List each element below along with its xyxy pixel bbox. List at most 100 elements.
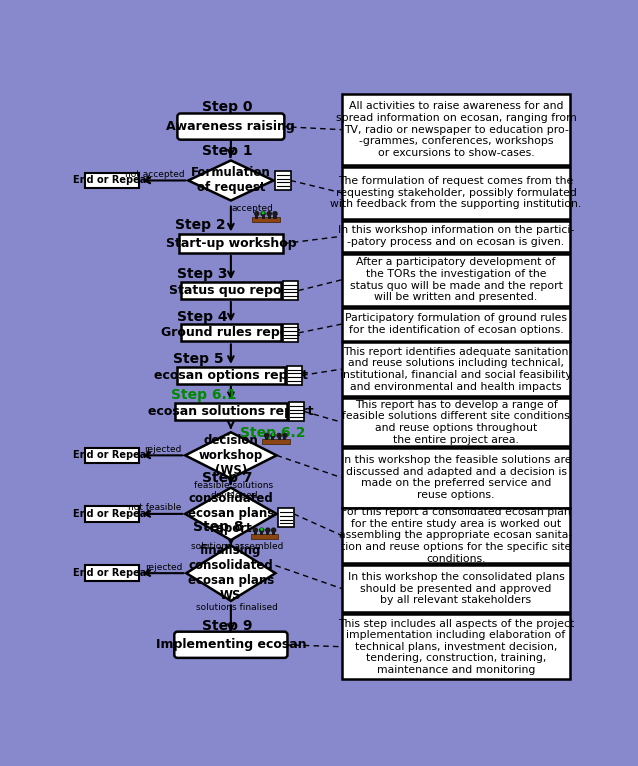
FancyBboxPatch shape [274, 216, 276, 218]
Text: accepted: accepted [231, 204, 273, 213]
Text: ecosan options report: ecosan options report [154, 368, 308, 381]
FancyBboxPatch shape [181, 282, 281, 299]
Circle shape [283, 434, 287, 437]
FancyBboxPatch shape [85, 506, 140, 522]
Circle shape [253, 528, 258, 532]
FancyBboxPatch shape [283, 437, 286, 440]
FancyBboxPatch shape [283, 281, 299, 300]
Text: consolidated
ecosan plans
report: consolidated ecosan plans report [188, 493, 274, 535]
Circle shape [265, 434, 269, 437]
Circle shape [260, 528, 263, 532]
FancyBboxPatch shape [271, 437, 274, 440]
FancyBboxPatch shape [342, 447, 570, 508]
Text: Step 2: Step 2 [175, 218, 225, 232]
FancyBboxPatch shape [251, 534, 278, 538]
Text: Step 9: Step 9 [202, 618, 252, 633]
FancyBboxPatch shape [342, 221, 570, 252]
FancyBboxPatch shape [175, 403, 287, 420]
FancyBboxPatch shape [266, 532, 269, 535]
FancyBboxPatch shape [342, 307, 570, 341]
FancyBboxPatch shape [272, 532, 275, 535]
Text: decision
workshop
(WS): decision workshop (WS) [199, 434, 263, 477]
Text: After a participatory development of
the TORs the investigation of the
status qu: After a participatory development of the… [350, 257, 563, 303]
Text: End or Repeat: End or Repeat [73, 568, 151, 578]
FancyBboxPatch shape [288, 402, 304, 421]
Text: not accepted: not accepted [125, 170, 184, 178]
Text: This report identifies adequate sanitation
and reuse solutions including technic: This report identifies adequate sanitati… [340, 347, 572, 391]
Circle shape [261, 529, 263, 530]
Text: In this workshop the consolidated plans
should be presented and approved
by all : In this workshop the consolidated plans … [348, 572, 565, 605]
FancyBboxPatch shape [85, 565, 140, 581]
FancyBboxPatch shape [85, 447, 140, 463]
Text: Step 8: Step 8 [193, 520, 243, 534]
FancyBboxPatch shape [342, 342, 570, 396]
FancyBboxPatch shape [286, 366, 302, 385]
FancyBboxPatch shape [177, 367, 285, 384]
Text: End or Repeat: End or Repeat [73, 175, 151, 185]
FancyBboxPatch shape [342, 94, 570, 165]
Circle shape [277, 434, 281, 437]
Text: This report has to develop a range of
feasible solutions different site conditio: This report has to develop a range of fe… [342, 400, 570, 444]
Text: Awareness raising: Awareness raising [167, 120, 295, 133]
Text: Step 3: Step 3 [177, 267, 227, 281]
FancyBboxPatch shape [265, 437, 268, 440]
Text: Ground rules report: Ground rules report [161, 326, 300, 339]
Circle shape [266, 528, 270, 532]
Text: Step 4: Step 4 [177, 309, 227, 324]
FancyBboxPatch shape [179, 234, 283, 253]
FancyBboxPatch shape [283, 324, 299, 342]
FancyBboxPatch shape [342, 167, 570, 219]
Text: The formulation of request comes from the
requesting stakeholder, possibly formu: The formulation of request comes from th… [330, 176, 582, 209]
FancyBboxPatch shape [342, 254, 570, 306]
Text: ecosan solutions report: ecosan solutions report [148, 405, 314, 418]
Text: End or Repeat: End or Repeat [73, 450, 151, 460]
Polygon shape [185, 432, 277, 479]
Text: rejected: rejected [145, 562, 182, 571]
Text: Step 6.2: Step 6.2 [240, 426, 306, 440]
Text: Step 6.1: Step 6.1 [171, 388, 236, 402]
Circle shape [272, 528, 276, 532]
Text: Participatory formulation of ground rules
for the identification of ecosan optio: Participatory formulation of ground rule… [345, 313, 567, 335]
FancyBboxPatch shape [268, 216, 271, 218]
Text: End or Repeat: End or Repeat [73, 509, 151, 519]
FancyBboxPatch shape [278, 437, 281, 440]
Circle shape [261, 211, 265, 216]
Text: feasible solutions
developed: feasible solutions developed [195, 481, 274, 500]
FancyBboxPatch shape [262, 439, 290, 444]
FancyBboxPatch shape [177, 113, 285, 139]
Circle shape [255, 211, 259, 216]
FancyBboxPatch shape [342, 508, 570, 563]
Text: Formulation
of request: Formulation of request [191, 166, 271, 195]
Text: Status quo report: Status quo report [168, 284, 293, 297]
Text: Step 7: Step 7 [202, 471, 252, 486]
Text: Start-up workshop: Start-up workshop [166, 237, 296, 250]
FancyBboxPatch shape [262, 216, 265, 218]
Text: Step 1: Step 1 [202, 144, 252, 159]
Text: not feasible: not feasible [128, 503, 181, 512]
Polygon shape [185, 488, 277, 540]
Text: rejected: rejected [144, 445, 181, 453]
Text: solutions finalised: solutions finalised [196, 603, 278, 612]
Text: Step 0: Step 0 [202, 100, 252, 114]
Circle shape [262, 212, 264, 214]
Circle shape [272, 434, 274, 435]
FancyBboxPatch shape [174, 632, 288, 658]
FancyBboxPatch shape [342, 398, 570, 446]
FancyBboxPatch shape [278, 509, 293, 527]
FancyBboxPatch shape [255, 216, 258, 218]
FancyBboxPatch shape [342, 614, 570, 679]
FancyBboxPatch shape [85, 173, 140, 188]
FancyBboxPatch shape [254, 532, 257, 535]
Text: For this report a consolidated ecosan plan
for the entire study area is worked o: For this report a consolidated ecosan pl… [339, 507, 573, 564]
Text: This step includes all aspects of the project
implementation including elaborati: This step includes all aspects of the pr… [338, 618, 574, 675]
Polygon shape [186, 545, 276, 601]
FancyBboxPatch shape [260, 532, 263, 535]
FancyBboxPatch shape [342, 565, 570, 613]
Text: Step 5: Step 5 [173, 352, 223, 366]
Text: Implementing ecosan: Implementing ecosan [156, 638, 306, 651]
Text: All activities to raise awareness for and
spread information on ecosan, ranging : All activities to raise awareness for an… [336, 101, 576, 158]
Circle shape [271, 434, 275, 437]
Text: finalising
consolidated
ecosan plans
WS: finalising consolidated ecosan plans WS [188, 544, 274, 602]
FancyBboxPatch shape [253, 218, 280, 222]
FancyBboxPatch shape [275, 172, 290, 190]
